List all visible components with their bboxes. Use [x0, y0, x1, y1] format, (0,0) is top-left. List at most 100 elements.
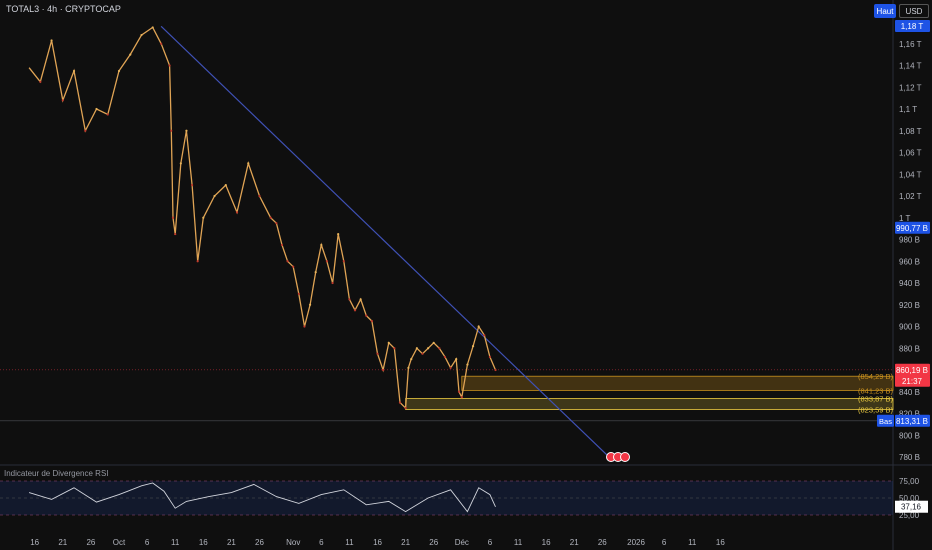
- x-tick-label: 26: [429, 538, 438, 547]
- top-price-label: 1,18 T: [901, 22, 924, 31]
- price-axis: 780 B 800 B 820 B 840 B 880 B 900 B 920 B 940 B…: [899, 40, 922, 462]
- x-tick-label: 21: [58, 538, 67, 547]
- chart-title: TOTAL3 · 4h · CRYPTOCAP: [6, 4, 121, 14]
- price-point: [258, 194, 261, 198]
- low-tag: Bas: [879, 417, 892, 426]
- zone-label: (841,23 B): [858, 386, 894, 395]
- price-point: [427, 347, 430, 350]
- countdown-label-bg: [895, 374, 930, 387]
- x-tick-label: 11: [688, 538, 697, 547]
- price-point: [179, 162, 182, 165]
- x-tick-label: 16: [30, 538, 39, 547]
- price-point: [483, 334, 486, 337]
- price-point: [353, 309, 357, 312]
- price-point: [292, 265, 295, 268]
- price-point: [407, 366, 410, 369]
- y-tick-label: 960 B: [899, 257, 920, 266]
- low-price-label-bg: [895, 414, 930, 427]
- price-point: [370, 319, 373, 323]
- countdown-label: 21:37: [902, 377, 923, 386]
- price-point: [117, 69, 121, 73]
- top-price-label-bg: [895, 20, 930, 32]
- price-point: [410, 358, 413, 361]
- trendline: [160, 25, 614, 462]
- time-axis: 16 21 26 Oct 6 11 16 21 26 Nov 6 11 16 21 26 Déc 6 11 16 21…: [30, 538, 725, 547]
- price-point: [171, 216, 175, 219]
- x-tick-label: 26: [598, 538, 607, 547]
- price-point: [359, 298, 362, 301]
- y-tick-label: 940 B: [899, 279, 920, 288]
- y-tick-label: 1 T: [899, 214, 911, 223]
- x-tick-label: 11: [514, 538, 523, 547]
- rsi-level-label: 25,00: [899, 511, 920, 520]
- x-tick-label: Déc: [455, 538, 469, 547]
- y-tick-label: 840 B: [899, 388, 920, 397]
- price-point: [95, 107, 98, 111]
- price-line: [28, 26, 497, 410]
- rsi-line: [28, 482, 496, 513]
- zone-label: (854,29 B): [858, 372, 894, 381]
- price-point: [190, 184, 194, 187]
- y-tick-label: 800 B: [899, 431, 920, 440]
- price-point: [494, 368, 497, 372]
- rsi-level-label: 50,00: [899, 494, 920, 503]
- high-button[interactable]: Haut: [874, 4, 896, 18]
- price-point: [320, 243, 323, 247]
- price-point: [106, 113, 109, 116]
- price-point: [387, 341, 390, 344]
- price-point: [61, 99, 64, 102]
- price-point: [438, 347, 441, 350]
- price-point: [50, 39, 53, 42]
- price-point: [275, 222, 278, 225]
- price-point: [170, 129, 173, 132]
- y-tick-label: 1,16 T: [899, 40, 922, 49]
- price-point: [376, 352, 379, 355]
- price-point: [151, 26, 154, 29]
- y-tick-label: 1,12 T: [899, 83, 922, 92]
- price-point: [342, 260, 345, 263]
- x-tick-label: 11: [171, 538, 180, 547]
- x-tick-label: 6: [319, 538, 324, 547]
- x-tick-label: 6: [488, 538, 493, 547]
- y-tick-label: 820 B: [899, 410, 920, 419]
- price-point: [443, 355, 447, 359]
- event-markers: [606, 452, 630, 462]
- y-tick-label: 780 B: [899, 453, 920, 462]
- price-point: [224, 184, 227, 187]
- x-tick-label: 21: [401, 538, 410, 547]
- x-tick-label: 26: [86, 538, 95, 547]
- price-point: [280, 243, 284, 247]
- event-flag-icon: [620, 452, 630, 462]
- y-tick-label: 1,1 T: [899, 105, 917, 114]
- zone-lower: [405, 398, 894, 410]
- rsi-indicator-title: Indicateur de Divergence RSI: [4, 469, 109, 478]
- y-tick-label: 920 B: [899, 301, 920, 310]
- price-point: [382, 368, 385, 372]
- x-tick-label: 16: [542, 538, 551, 547]
- price-point: [460, 396, 463, 399]
- y-tick-label: 1,02 T: [899, 192, 922, 201]
- price-point: [168, 64, 171, 67]
- x-tick-label: 2026: [627, 538, 645, 547]
- zone-label: (823,59 B): [858, 406, 894, 415]
- price-point: [421, 352, 424, 355]
- price-point: [457, 390, 461, 393]
- y-tick-label: 1,04 T: [899, 170, 922, 179]
- price-point: [393, 347, 396, 350]
- price-point: [213, 194, 216, 198]
- price-point: [196, 260, 199, 263]
- current-price-label: 860,19 B: [896, 366, 928, 375]
- rsi-current-label: 37,16: [901, 503, 922, 512]
- price-point: [415, 347, 418, 350]
- y-tick-label: 980 B: [899, 236, 920, 245]
- price-point: [235, 211, 239, 214]
- x-tick-label: Nov: [286, 538, 300, 547]
- mid-price-label: 990,77 B: [896, 224, 928, 233]
- price-point: [303, 325, 306, 328]
- currency-button[interactable]: USD: [899, 4, 929, 18]
- price-point: [286, 260, 289, 263]
- zone-label: (833,87 B): [858, 394, 894, 403]
- y-tick-label: 1,14 T: [899, 62, 922, 71]
- y-tick-label: 900 B: [899, 323, 920, 332]
